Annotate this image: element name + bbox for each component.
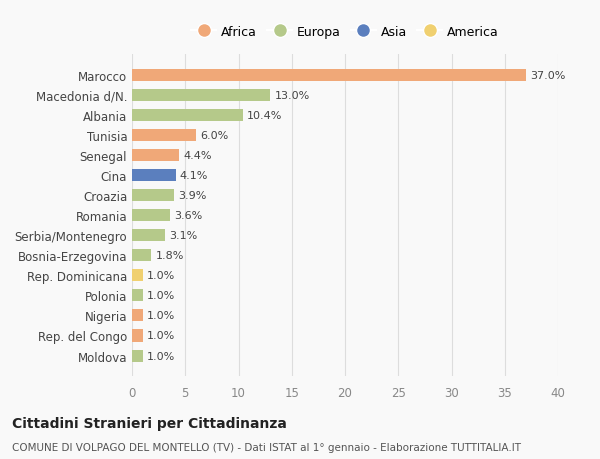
Text: 1.0%: 1.0% [147, 331, 175, 341]
Text: 4.1%: 4.1% [180, 171, 208, 181]
Text: Cittadini Stranieri per Cittadinanza: Cittadini Stranieri per Cittadinanza [12, 416, 287, 430]
Text: 37.0%: 37.0% [530, 71, 566, 81]
Text: 6.0%: 6.0% [200, 131, 229, 141]
Text: COMUNE DI VOLPAGO DEL MONTELLO (TV) - Dati ISTAT al 1° gennaio - Elaborazione TU: COMUNE DI VOLPAGO DEL MONTELLO (TV) - Da… [12, 442, 521, 452]
Bar [132, 70, 526, 82]
Bar [132, 210, 170, 222]
Bar [132, 130, 196, 142]
Bar [132, 250, 151, 262]
Text: 1.0%: 1.0% [147, 271, 175, 281]
Bar [132, 310, 143, 322]
Text: 1.0%: 1.0% [147, 291, 175, 301]
Text: 13.0%: 13.0% [275, 91, 310, 101]
Bar [132, 230, 165, 242]
Text: 1.0%: 1.0% [147, 311, 175, 321]
Bar [132, 90, 271, 102]
Bar [132, 190, 173, 202]
Legend: Africa, Europa, Asia, America: Africa, Europa, Asia, America [185, 20, 505, 45]
Text: 4.4%: 4.4% [183, 151, 212, 161]
Bar [132, 110, 243, 122]
Bar [132, 330, 143, 342]
Bar [132, 150, 179, 162]
Bar [132, 350, 143, 362]
Text: 3.9%: 3.9% [178, 191, 206, 201]
Text: 1.8%: 1.8% [155, 251, 184, 261]
Bar [132, 290, 143, 302]
Text: 1.0%: 1.0% [147, 351, 175, 361]
Text: 3.6%: 3.6% [175, 211, 203, 221]
Text: 3.1%: 3.1% [169, 231, 197, 241]
Bar [132, 270, 143, 282]
Text: 10.4%: 10.4% [247, 111, 283, 121]
Bar [132, 170, 176, 182]
